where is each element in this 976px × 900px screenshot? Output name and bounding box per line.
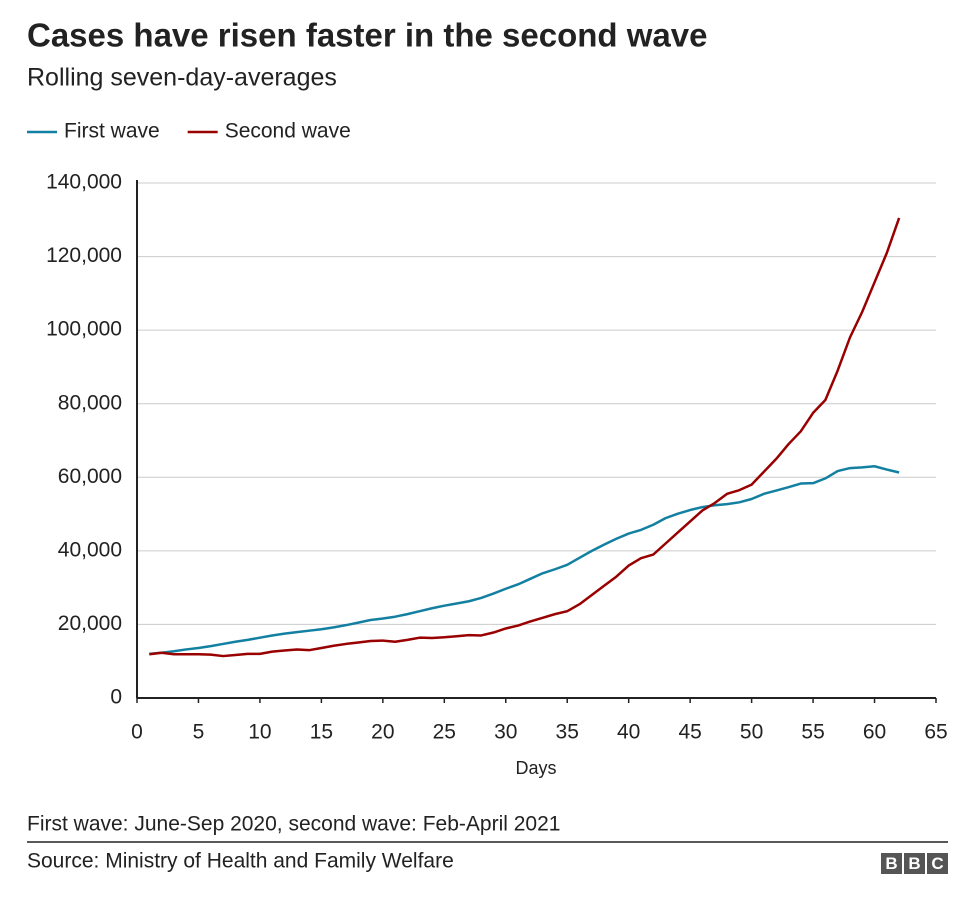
legend-label: Second wave bbox=[225, 120, 351, 143]
y-tick-label: 40,000 bbox=[58, 538, 122, 561]
note: First wave: June-Sep 2020, second wave: … bbox=[27, 813, 560, 836]
x-tick-label: 20 bbox=[371, 721, 394, 744]
source: Source: Ministry of Health and Family We… bbox=[27, 850, 454, 873]
legend-label: First wave bbox=[64, 120, 160, 143]
x-tick-label: 25 bbox=[433, 721, 456, 744]
x-tick-label: 45 bbox=[678, 721, 701, 744]
chart-subtitle: Rolling seven-day-averages bbox=[27, 64, 337, 92]
logo-letter: B bbox=[885, 854, 897, 873]
y-tick-label: 20,000 bbox=[58, 612, 122, 635]
x-tick-label: 35 bbox=[556, 721, 579, 744]
x-axis-label: Days bbox=[515, 758, 556, 778]
y-tick-label: 60,000 bbox=[58, 465, 122, 488]
x-tick-label: 5 bbox=[193, 721, 205, 744]
x-tick-label: 0 bbox=[131, 721, 143, 744]
x-tick-label: 15 bbox=[310, 721, 333, 744]
series-line bbox=[149, 465, 900, 656]
logo-block bbox=[904, 853, 925, 874]
logo-block bbox=[881, 853, 902, 874]
y-tick-label: 120,000 bbox=[46, 244, 122, 267]
logo-block bbox=[927, 853, 948, 874]
y-tick-label: 80,000 bbox=[58, 391, 122, 414]
logo-letter: C bbox=[931, 854, 943, 873]
chart-title: Cases have risen faster in the second wa… bbox=[27, 17, 707, 54]
x-tick-label: 65 bbox=[924, 721, 947, 744]
y-tick-label: 140,000 bbox=[46, 171, 122, 194]
x-tick-label: 50 bbox=[740, 721, 763, 744]
series-line bbox=[149, 217, 901, 658]
x-tick-label: 10 bbox=[248, 721, 271, 744]
x-tick-label: 30 bbox=[494, 721, 517, 744]
x-tick-label: 55 bbox=[801, 721, 824, 744]
x-tick-label: 40 bbox=[617, 721, 640, 744]
y-tick-label: 0 bbox=[110, 686, 122, 709]
x-tick-label: 60 bbox=[863, 721, 886, 744]
logo-letter: B bbox=[908, 854, 920, 873]
y-tick-label: 100,000 bbox=[46, 318, 122, 341]
